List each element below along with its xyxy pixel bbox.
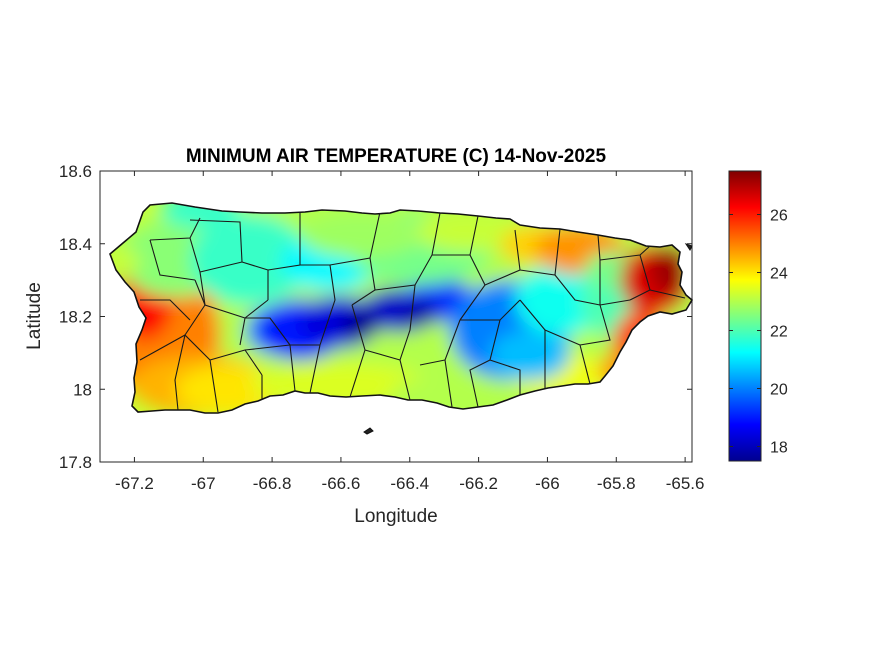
field-blobs	[110, 203, 692, 413]
x-tick-label: -65.6	[666, 474, 705, 493]
municipality-boundary	[319, 264, 336, 346]
colorbar-ticks: 18 20 22 24 26	[729, 208, 788, 457]
municipality-boundary	[139, 334, 186, 361]
municipality-boundary	[579, 304, 611, 346]
municipality-boundary	[209, 359, 219, 413]
municipality-boundary	[469, 359, 491, 408]
municipality-boundary	[419, 359, 446, 366]
municipality-boundary	[289, 344, 296, 392]
y-tick-label: 18.2	[59, 308, 92, 327]
coastline	[109, 202, 694, 414]
municipality-boundary	[489, 319, 521, 395]
y-axis-ticks: 17.8 18 18.2 18.4 18.6	[59, 162, 692, 472]
x-tick-label: -66.2	[459, 474, 498, 493]
municipality-boundary	[309, 344, 321, 394]
municipality-boundaries	[139, 211, 686, 413]
municipality-boundary	[351, 304, 366, 351]
x-tick-label: -66	[535, 474, 560, 493]
municipality-boundary	[579, 344, 591, 385]
x-tick-label: -66.4	[390, 474, 429, 493]
colorbar-tick-label: 22	[770, 324, 788, 341]
field-blob	[402, 300, 438, 324]
colorbar-tick-label: 18	[770, 440, 788, 457]
municipality-boundary	[199, 261, 243, 273]
y-tick-label: 18	[73, 380, 92, 399]
x-axis-label: Longitude	[354, 506, 437, 527]
small-island	[363, 427, 374, 435]
municipality-boundary	[544, 329, 581, 346]
colorbar-tick-label: 24	[770, 266, 788, 283]
field-blob	[160, 203, 240, 228]
municipality-boundary	[149, 239, 196, 281]
x-tick-label: -67.2	[115, 474, 154, 493]
x-axis-ticks: -67.2 -67 -66.8 -66.6 -66.4 -66.2 -66 -65.8 -65.…	[115, 171, 704, 493]
municipality-boundary	[431, 212, 441, 256]
y-axis-label: Latitude	[24, 282, 45, 350]
municipality-boundary	[245, 317, 291, 346]
field-blob	[300, 214, 420, 258]
y-tick-label: 17.8	[59, 453, 92, 472]
field-blob	[415, 212, 525, 252]
field-clip-group	[110, 203, 692, 413]
y-tick-label: 18.6	[59, 162, 92, 181]
municipality-boundary	[399, 284, 416, 361]
municipality-boundary	[649, 289, 686, 299]
colorbar-tick-label: 26	[770, 208, 788, 225]
x-tick-label: -65.8	[597, 474, 636, 493]
municipality-boundary	[174, 334, 186, 411]
field-blob	[110, 248, 140, 276]
municipality-boundary	[599, 299, 631, 306]
municipality-boundary	[140, 299, 191, 321]
field-blob	[490, 330, 570, 380]
chart-title: MINIMUM AIR TEMPERATURE (C) 14-Nov-2025	[186, 146, 607, 167]
colorbar	[728, 170, 762, 462]
field-blob	[515, 265, 605, 335]
small-island	[684, 243, 693, 251]
x-tick-label: -66.8	[253, 474, 292, 493]
municipality-boundary	[189, 219, 243, 263]
municipality-boundary	[399, 359, 411, 401]
x-tick-label: -66.6	[322, 474, 361, 493]
colorbar-tick-label: 20	[770, 382, 788, 399]
temperature-field	[110, 203, 692, 413]
field-blob	[342, 311, 378, 339]
x-tick-label: -67	[191, 474, 216, 493]
y-tick-label: 18.4	[59, 235, 92, 254]
municipality-boundary	[554, 274, 601, 306]
municipality-lines	[139, 211, 686, 413]
field-blob	[190, 215, 310, 305]
island-outline	[109, 202, 694, 435]
